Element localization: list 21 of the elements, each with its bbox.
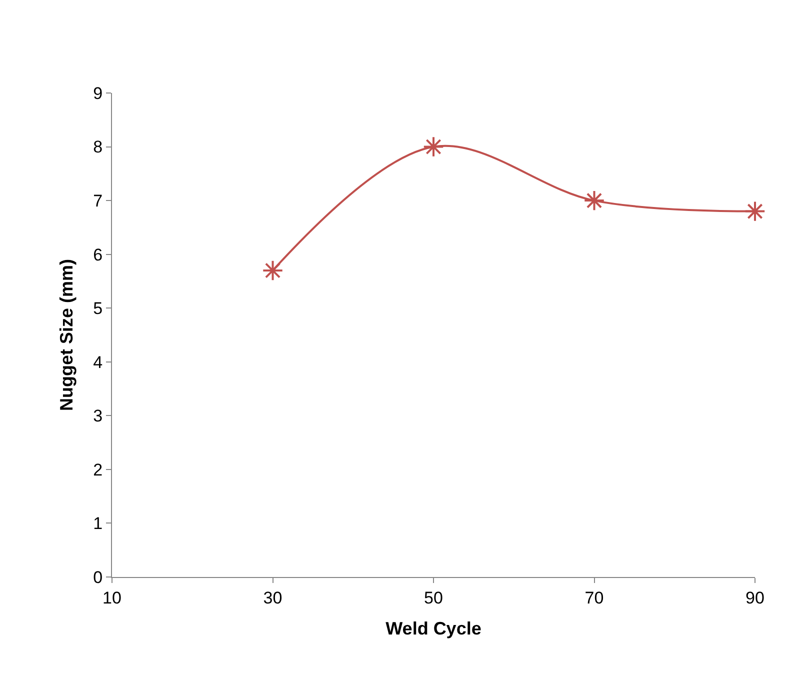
point [584,190,605,212]
y-tick-label: 3 [93,406,103,426]
x-axis-title: Weld Cycle [386,618,482,638]
x-tick-label: 70 [584,588,604,608]
point [262,260,284,282]
point [744,200,766,222]
y-tick-label: 8 [93,138,103,157]
y-tick-label: 2 [93,460,103,480]
x-tick-label: 50 [424,588,443,608]
point [422,136,444,158]
y-tick-label: 4 [93,352,103,372]
y-axis-title: Nugget Size (mm) [56,258,76,412]
x-tick-label: 30 [263,588,282,608]
y-tick-label: 9 [93,84,103,103]
y-tick-label: 6 [93,245,103,264]
y-tick-label: 0 [93,568,103,587]
y-tick-label: 5 [93,299,103,318]
x-tick-label: 90 [746,588,764,608]
y-tick-label: 7 [93,192,103,211]
y-tick-label: 1 [93,514,103,534]
x-tick-label: 10 [102,588,122,608]
